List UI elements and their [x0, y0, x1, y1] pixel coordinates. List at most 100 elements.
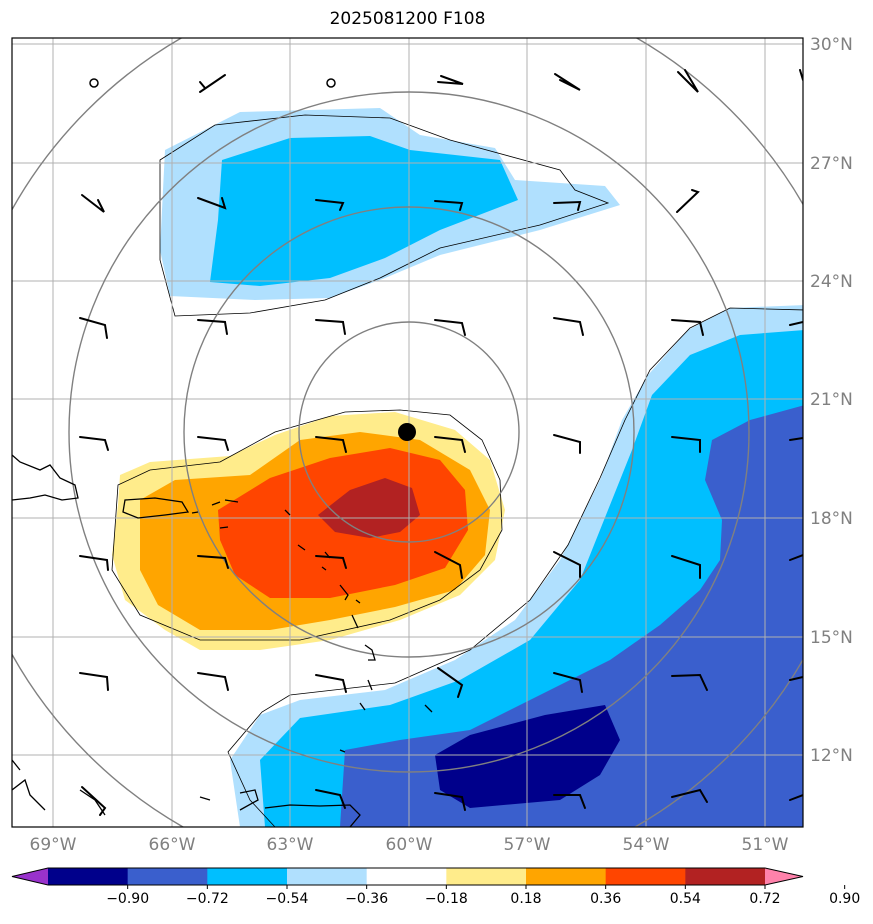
colorbar-segment — [526, 868, 607, 885]
colorbar-tick-label: 0.54 — [670, 891, 701, 907]
wind-barb — [315, 199, 345, 211]
wind-barb — [554, 73, 581, 91]
wind-barb — [81, 786, 107, 816]
wind-barb — [553, 551, 581, 578]
lon-label: 69°W — [30, 835, 77, 855]
wind-barb — [553, 434, 581, 454]
wind-barb — [789, 794, 803, 801]
lat-label: 24°N — [810, 272, 853, 292]
colorbar-segment — [366, 868, 447, 885]
colorbar-tick-label: −0.36 — [345, 891, 388, 907]
contour-line-center — [111, 409, 503, 641]
lon-label: 66°W — [149, 835, 196, 855]
lat-label: 30°N — [810, 35, 853, 55]
contour-line-southeast — [227, 307, 803, 827]
lat-label: 18°N — [810, 509, 853, 529]
wind-barbs — [79, 69, 803, 816]
wind-barb — [199, 74, 226, 93]
colorbar-tick-label: 0.90 — [829, 891, 860, 907]
wind-barb — [81, 194, 105, 213]
wind-barb — [553, 317, 584, 336]
calm-circle — [89, 78, 99, 88]
colorbar-tick-label: −0.18 — [425, 891, 468, 907]
wind-barb — [79, 436, 109, 451]
colorbar-segment — [48, 868, 129, 885]
colorbar-segment — [446, 868, 527, 885]
colorbar-tick-label: −0.54 — [266, 891, 309, 907]
colorbar-outline — [11, 867, 804, 886]
lon-label: 60°W — [386, 835, 433, 855]
lat-labels: 30°N 27°N 24°N 21°N 18°N 15°N 12°N — [810, 35, 853, 766]
lat-label: 15°N — [810, 628, 853, 648]
graticule — [12, 38, 803, 827]
wind-barb — [434, 319, 466, 336]
wind-barb — [434, 200, 464, 211]
colorbar-segment — [685, 868, 766, 885]
wind-barb — [315, 436, 347, 453]
coastline-virgin-islands — [191, 499, 239, 529]
lat-label: 21°N — [810, 390, 853, 410]
wind-barb — [315, 319, 346, 335]
wind-barb — [671, 436, 701, 453]
colorbar-tick-label: −0.90 — [106, 891, 149, 907]
wind-barb — [671, 673, 708, 691]
wind-barb — [789, 321, 803, 326]
wind-barb — [79, 555, 109, 571]
coastlines — [12, 454, 433, 827]
map-title: 2025081200 F108 — [329, 9, 486, 29]
wind-barb — [197, 197, 227, 210]
wind-barb — [789, 554, 803, 561]
wind-barb — [677, 69, 699, 93]
colorbar-tick-label: 0.18 — [510, 891, 541, 907]
wind-barb — [315, 674, 347, 693]
lon-label: 54°W — [623, 835, 670, 855]
wind-barb — [197, 436, 229, 451]
map-frame — [11, 37, 804, 828]
lon-label: 57°W — [504, 835, 551, 855]
colorbar-extend-high — [765, 868, 803, 885]
colorbar-segment — [605, 868, 686, 885]
lat-label: 12°N — [810, 746, 853, 766]
coastline-hispaniola — [12, 454, 79, 501]
wind-barb — [197, 672, 229, 691]
coastline-lesser-antilles — [284, 509, 433, 713]
wind-barb — [197, 555, 229, 569]
lon-label: 63°W — [267, 835, 314, 855]
colorbar-segment — [207, 868, 288, 885]
lon-labels: 69°W 66°W 63°W 60°W 57°W 54°W 51°W — [30, 835, 789, 855]
wind-barb — [789, 676, 803, 681]
wind-barb — [553, 672, 583, 693]
wind-barb — [434, 436, 466, 453]
lat-label: 27°N — [810, 154, 853, 174]
wind-barb — [676, 189, 700, 213]
wind-barb — [79, 317, 108, 339]
colorbar-tick-label: 0.36 — [590, 891, 621, 907]
wind-barb — [197, 319, 228, 335]
wind-barb — [315, 789, 346, 809]
wind-barb — [553, 200, 582, 211]
wind-barb — [671, 319, 704, 336]
contour-line-north — [159, 114, 610, 317]
wind-barb — [437, 667, 464, 698]
wind-barb — [434, 792, 466, 811]
contour-fill-southeast-dark — [340, 405, 803, 827]
storm-center-marker — [398, 423, 416, 441]
wind-barb — [437, 75, 464, 85]
colorbar-extend-low — [12, 868, 48, 885]
colorbar-segment — [127, 868, 208, 885]
wind-barb — [671, 555, 701, 579]
calm-circle — [326, 78, 336, 88]
wind-barb — [79, 672, 109, 691]
coastline-puerto-rico — [122, 497, 190, 519]
wind-barb — [789, 437, 803, 441]
colorbar: −0.90 −0.72 −0.54 −0.36 −0.18 0.18 0.36 0.54 0.7… — [11, 867, 860, 907]
wind-barb — [671, 788, 708, 803]
colorbar-segment — [287, 868, 368, 885]
colorbar-tick-label: 0.72 — [749, 891, 780, 907]
lon-label: 51°W — [742, 835, 789, 855]
range-rings — [12, 38, 803, 827]
wind-barb — [315, 555, 347, 569]
colorbar-tick-label: −0.72 — [186, 891, 229, 907]
contour-fill-center-darkred — [318, 478, 420, 538]
